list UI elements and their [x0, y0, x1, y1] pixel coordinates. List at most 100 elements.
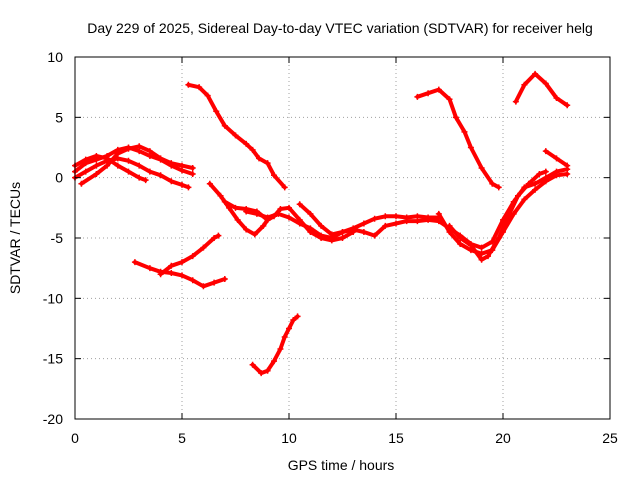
- data-point: [146, 265, 153, 272]
- x-tick-label: 25: [602, 430, 618, 446]
- data-point: [290, 317, 297, 324]
- data-point: [215, 232, 222, 239]
- data-point: [125, 157, 132, 164]
- data-point: [211, 235, 218, 241]
- data-point: [446, 96, 453, 103]
- data-point: [564, 162, 571, 169]
- data-point: [478, 244, 485, 251]
- y-tick-label: -10: [43, 290, 63, 306]
- data-point: [521, 196, 528, 203]
- data-point: [506, 210, 513, 217]
- x-tick-label: 10: [281, 430, 297, 446]
- data-point: [286, 204, 292, 211]
- data-point: [93, 162, 100, 169]
- data-point: [307, 225, 314, 232]
- data-point: [360, 220, 367, 227]
- data-point: [204, 92, 211, 99]
- data-point: [525, 180, 532, 187]
- y-tick-label: -15: [43, 351, 63, 367]
- data-point: [256, 155, 263, 162]
- data-point: [157, 155, 164, 162]
- data-point: [382, 222, 389, 229]
- data-point: [179, 181, 185, 188]
- data-point: [258, 370, 265, 377]
- data-point: [275, 210, 282, 217]
- data-point: [307, 210, 314, 217]
- data-point: [131, 259, 138, 266]
- data-point: [211, 279, 218, 286]
- data-point: [146, 168, 153, 175]
- data-point: [243, 140, 250, 147]
- data-point: [318, 232, 325, 239]
- data-point: [318, 222, 325, 229]
- data-point: [271, 172, 278, 179]
- data-point: [82, 168, 89, 175]
- data-point: [189, 171, 196, 178]
- data-point: [393, 213, 399, 220]
- data-point: [281, 333, 288, 340]
- series-trace-l: [415, 87, 501, 190]
- x-tick-label: 15: [388, 430, 404, 446]
- data-point: [512, 98, 519, 105]
- data-point: [136, 143, 143, 150]
- data-point: [339, 228, 346, 235]
- data-point: [328, 231, 335, 238]
- y-tick-label: 10: [47, 49, 63, 65]
- data-point: [281, 184, 288, 191]
- axis-ticks: 0 5 10 15 20 25 -20 -15 -10 -5 0 5 10: [43, 49, 618, 446]
- data-point: [467, 144, 474, 151]
- data-point: [168, 160, 175, 167]
- data-point: [189, 165, 196, 172]
- data-point: [185, 81, 192, 88]
- data-point: [104, 162, 111, 169]
- data-point: [457, 235, 464, 241]
- data-point: [125, 145, 132, 152]
- y-tick-label: 0: [55, 170, 63, 186]
- data-point: [136, 174, 143, 181]
- data-point: [360, 228, 367, 235]
- data-point: [403, 218, 410, 225]
- data-point: [264, 367, 271, 374]
- data-point: [461, 128, 468, 135]
- data-point: [125, 168, 132, 175]
- data-point: [452, 114, 459, 121]
- data-point: [435, 210, 442, 217]
- data-point: [114, 150, 121, 157]
- data-point: [243, 226, 250, 233]
- data-point: [382, 213, 389, 220]
- data-series: [72, 70, 571, 377]
- data-point: [532, 180, 539, 187]
- data-point: [495, 184, 502, 191]
- data-point: [532, 70, 539, 77]
- data-point: [146, 148, 153, 155]
- data-point: [478, 256, 485, 263]
- series-trace-e: [186, 82, 287, 190]
- data-point: [286, 214, 292, 221]
- x-tick-label: 20: [495, 430, 511, 446]
- data-point: [339, 235, 346, 241]
- data-point: [414, 93, 421, 100]
- data-point: [185, 184, 192, 191]
- data-point: [542, 178, 549, 185]
- data-point: [514, 192, 521, 199]
- data-point: [189, 277, 196, 284]
- data-point: [286, 325, 292, 332]
- data-point: [93, 171, 100, 178]
- data-point: [260, 222, 267, 229]
- data-point: [114, 162, 121, 169]
- data-point: [82, 156, 89, 163]
- data-point: [249, 146, 256, 153]
- data-point: [271, 358, 278, 365]
- data-point: [168, 269, 175, 276]
- y-tick-label: -5: [51, 230, 64, 246]
- data-point: [371, 215, 378, 222]
- data-point: [93, 152, 100, 159]
- data-point: [104, 155, 111, 162]
- x-axis-label: GPS time / hours: [288, 457, 395, 473]
- data-point: [157, 271, 164, 278]
- series-trace-f: [207, 181, 270, 237]
- data-point: [189, 253, 196, 260]
- data-point: [264, 214, 271, 221]
- data-point: [553, 155, 560, 162]
